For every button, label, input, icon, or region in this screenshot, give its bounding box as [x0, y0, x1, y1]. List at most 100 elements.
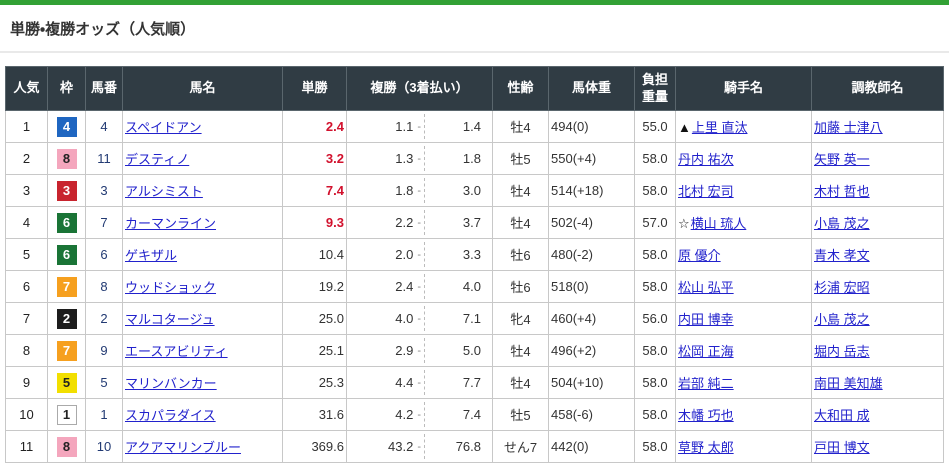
- col-header-frame: 枠: [47, 66, 86, 111]
- sex-age-cell: 牡4: [492, 334, 549, 367]
- horse-name-link[interactable]: スカパラダイス: [125, 408, 216, 423]
- col-header-jockey: 騎手名: [675, 66, 812, 111]
- place-odds-low: 1.1: [395, 119, 414, 134]
- horse-name-link[interactable]: アクアマリンブルー: [125, 440, 241, 455]
- impost-line1: 負担: [641, 72, 668, 88]
- win-odds-cell: 7.4: [282, 174, 347, 207]
- table-row: 1 4 4 スペイドアン 2.4 1.1-1.4 牡4 494(0) 55.0 ▲上里 直汰 加藤 …: [5, 110, 944, 143]
- table-row: 4 6 7 カーマンライン 9.3 2.2-3.7 牡4 502(-4) 57.0 ☆横山 琉人小…: [5, 206, 944, 239]
- jockey-link[interactable]: 北村 宏司: [678, 184, 734, 199]
- place-odds-divider: [424, 210, 426, 235]
- trainer-link[interactable]: 大和田 成: [814, 408, 870, 423]
- horse-name-link[interactable]: ウッドショック: [125, 280, 217, 295]
- trainer-link[interactable]: 加藤 士津八: [814, 120, 883, 135]
- horse-name-link[interactable]: デスティノ: [125, 152, 190, 167]
- place-odds-divider: [424, 306, 426, 331]
- horse-name-cell: マリンバンカー: [122, 366, 283, 399]
- place-odds-low: 2.2: [395, 215, 414, 230]
- jockey-link[interactable]: 原 優介: [678, 248, 721, 263]
- place-odds-low: 2.9: [395, 343, 414, 358]
- trainer-link[interactable]: 矢野 英一: [814, 152, 870, 167]
- place-odds-wrap: 4.4- 7.7: [349, 368, 490, 398]
- impost-cell: 55.0: [634, 110, 676, 143]
- frame-badge: 4: [56, 116, 77, 137]
- trainer-link[interactable]: 戸田 博文: [814, 440, 870, 455]
- trainer-link[interactable]: 杉浦 宏昭: [814, 280, 870, 295]
- place-odds-cell: 2.0- 3.3: [346, 238, 493, 271]
- title-divider: [0, 51, 949, 53]
- impost-cell: 58.0: [634, 334, 676, 367]
- place-odds-separator: -: [417, 152, 422, 165]
- win-odds-cell: 3.2: [282, 142, 347, 175]
- jockey-cell: 草野 太郎: [675, 430, 812, 463]
- place-odds-separator: -: [417, 440, 422, 453]
- place-odds-high: 3.0: [462, 183, 481, 198]
- horse-number-cell: 8: [85, 270, 123, 303]
- trainer-link[interactable]: 南田 美知雄: [814, 376, 883, 391]
- jockey-link[interactable]: 内田 博幸: [678, 312, 734, 327]
- place-odds-divider: [424, 114, 426, 139]
- table-row: 6 7 8 ウッドショック 19.2 2.4- 4.0 牡6 518(0) 58.0 松山 弘平 杉浦…: [5, 270, 944, 303]
- trainer-link[interactable]: 小島 茂之: [814, 312, 870, 327]
- win-odds-cell: 25.0: [282, 302, 347, 335]
- trainer-link[interactable]: 青木 孝文: [814, 248, 870, 263]
- horse-number-cell: 9: [85, 334, 123, 367]
- jockey-apprentice-mark: ▲: [678, 120, 691, 135]
- place-odds-cell: 2.9- 5.0: [346, 334, 493, 367]
- place-odds-high: 1.8: [462, 151, 481, 166]
- frame-badge: 1: [56, 404, 77, 425]
- horse-name-link[interactable]: スペイドアン: [125, 120, 202, 135]
- horse-name-link[interactable]: ゲキザル: [125, 248, 178, 263]
- impost-cell: 58.0: [634, 174, 676, 207]
- rank-cell: 5: [5, 238, 48, 271]
- horse-weight-cell: 502(-4): [548, 206, 635, 239]
- place-odds-cell: 1.1- 1.4: [346, 110, 493, 143]
- rank-cell: 11: [5, 430, 48, 463]
- col-header-number: 馬番: [85, 66, 123, 111]
- col-header-sexage: 性齢: [492, 66, 549, 111]
- place-odds-cell: 2.4- 4.0: [346, 270, 493, 303]
- jockey-link[interactable]: 岩部 純二: [678, 376, 734, 391]
- place-odds-separator: -: [417, 184, 422, 197]
- win-odds-cell: 2.4: [282, 110, 347, 143]
- horse-weight-cell: 504(+10): [548, 366, 635, 399]
- horse-number-cell: 7: [85, 206, 123, 239]
- trainer-link[interactable]: 堀内 岳志: [814, 344, 870, 359]
- place-odds-cell: 4.2- 7.4: [346, 398, 493, 431]
- horse-weight-cell: 518(0): [548, 270, 635, 303]
- frame-badge: 8: [56, 436, 77, 457]
- horse-name-cell: マルコタージュ: [122, 302, 283, 335]
- sex-age-cell: せん7: [492, 430, 549, 463]
- jockey-link[interactable]: 上里 直汰: [691, 120, 748, 135]
- trainer-link[interactable]: 小島 茂之: [814, 216, 870, 231]
- jockey-link[interactable]: 横山 琉人: [690, 216, 747, 231]
- jockey-cell: 丹内 祐次: [675, 142, 812, 175]
- horse-name-link[interactable]: アルシミスト: [125, 184, 203, 199]
- jockey-link[interactable]: 草野 太郎: [678, 440, 734, 455]
- frame-cell: 4: [47, 110, 86, 143]
- place-odds-cell: 1.8- 3.0: [346, 174, 493, 207]
- horse-name-link[interactable]: マリンバンカー: [125, 376, 217, 391]
- horse-name-link[interactable]: エースアビリティ: [125, 344, 228, 359]
- rank-cell: 1: [5, 110, 48, 143]
- frame-badge: 8: [56, 148, 77, 169]
- horse-name-link[interactable]: マルコタージュ: [125, 312, 215, 327]
- horse-name-link[interactable]: カーマンライン: [125, 216, 217, 231]
- horse-weight-cell: 550(+4): [548, 142, 635, 175]
- jockey-link[interactable]: 松岡 正海: [678, 344, 734, 359]
- sex-age-cell: 牡5: [492, 142, 549, 175]
- col-header-win: 単勝: [282, 66, 347, 111]
- frame-badge: 6: [56, 212, 77, 233]
- jockey-link[interactable]: 松山 弘平: [678, 280, 734, 295]
- place-odds-low: 4.0: [395, 311, 414, 326]
- jockey-link[interactable]: 木幡 巧也: [678, 408, 734, 423]
- col-header-weight: 馬体重: [548, 66, 635, 111]
- frame-badge: 5: [56, 372, 77, 393]
- place-odds-wrap: 1.1- 1.4: [349, 112, 490, 142]
- trainer-link[interactable]: 木村 哲也: [814, 184, 870, 199]
- horse-weight-cell: 442(0): [548, 430, 635, 463]
- horse-weight-cell: 458(-6): [548, 398, 635, 431]
- win-odds-cell: 10.4: [282, 238, 347, 271]
- jockey-link[interactable]: 丹内 祐次: [678, 152, 734, 167]
- table-row: 7 2 2 マルコタージュ 25.0 4.0-7.1 牝4 460(+4) 56.0 内田 博幸小…: [5, 302, 944, 335]
